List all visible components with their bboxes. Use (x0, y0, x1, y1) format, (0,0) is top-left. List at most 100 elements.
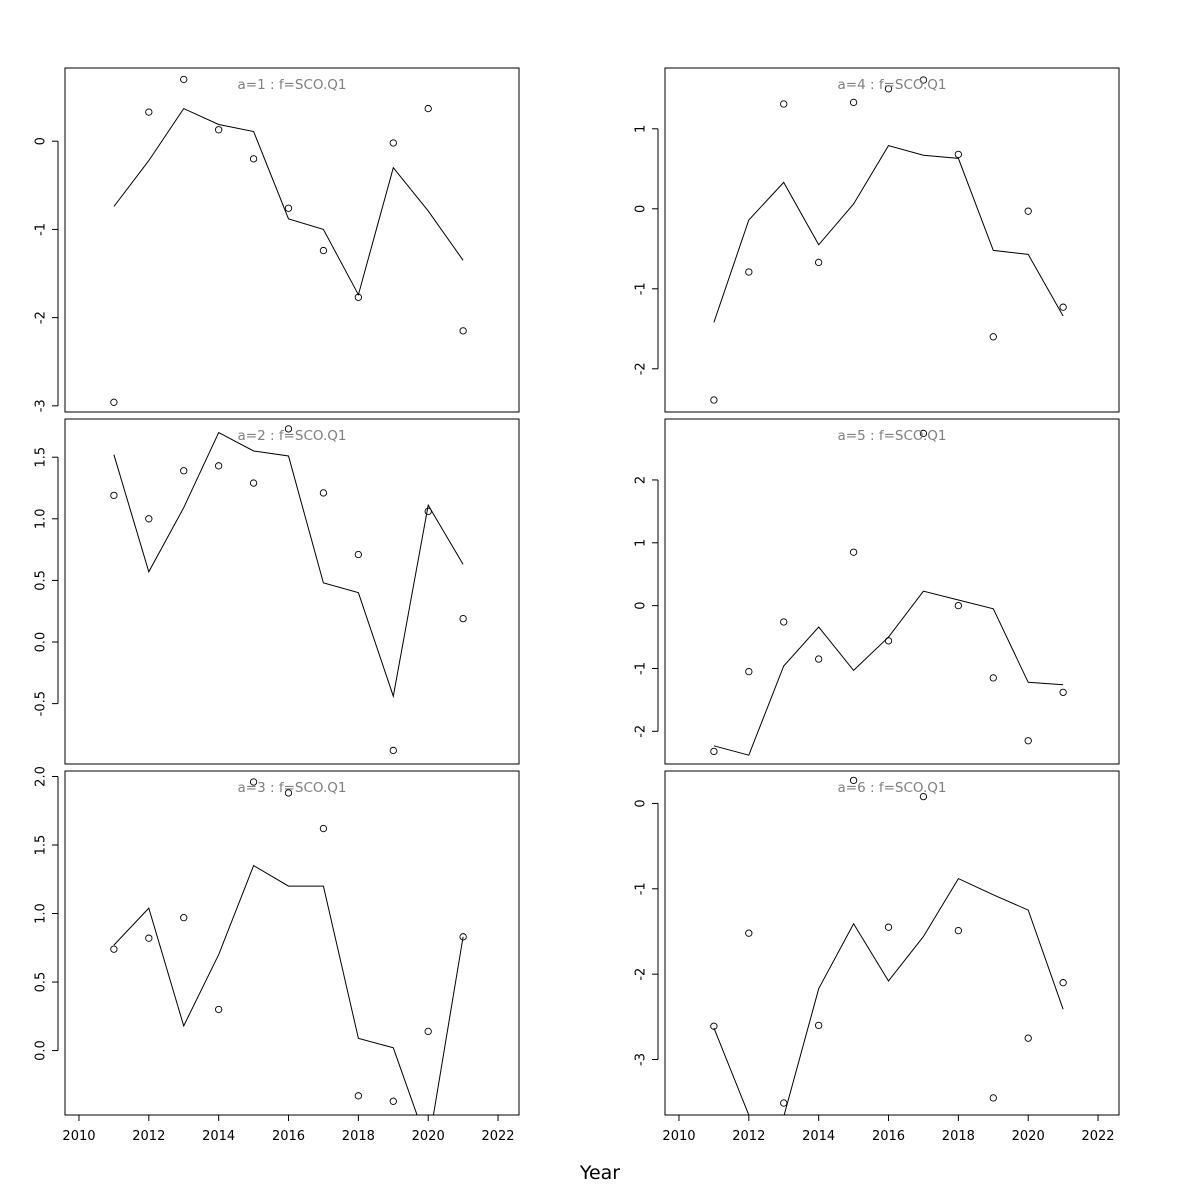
panel-1: -3 -2 -1 0 a=1 : f=SCO.Q1 (34, 67, 520, 413)
y-tick-label: -3 (634, 1053, 649, 1066)
x-tick-label: 2020 (412, 1129, 445, 1144)
y-tick-label: 0.0 (34, 632, 49, 653)
y-tick-label: 0 (634, 601, 649, 609)
observed-point (954, 150, 963, 159)
observed-point (424, 104, 432, 113)
observed-point (319, 824, 328, 833)
x-tick-label: 2016 (272, 1129, 305, 1144)
observed-point (815, 1021, 823, 1030)
observed-point (884, 85, 893, 93)
observed-point (180, 75, 188, 84)
panel-frame (64, 67, 520, 413)
panel-3: -0.5 0.0 0.5 1.0 1.5 a=2 : f=SCO.Q1 (34, 418, 520, 765)
observed-point (1024, 207, 1032, 215)
fitted-line (113, 864, 464, 1115)
y-tick-label: -2 (634, 725, 649, 738)
panel-frame (64, 770, 520, 1116)
observed-point (354, 550, 363, 559)
observed-point (284, 204, 293, 212)
observed-point (745, 268, 753, 276)
observed-point (780, 618, 788, 626)
panel-frame (664, 418, 1120, 765)
y-tick-label: 1 (634, 125, 649, 133)
observed-point (815, 655, 823, 663)
plot-area (110, 75, 467, 406)
y-tick-label: -1 (634, 662, 649, 675)
fitted-line (713, 877, 1064, 1115)
panel-title: a=2 : f=SCO.Q1 (238, 428, 347, 444)
observed-point (389, 1097, 397, 1105)
plot-area (710, 76, 1067, 404)
x-tick-label: 2018 (342, 1129, 375, 1144)
observed-point (319, 246, 328, 255)
observed-point (745, 929, 753, 937)
observed-point (319, 489, 328, 497)
observed-point (389, 746, 397, 755)
observed-point (215, 126, 223, 134)
observed-point (710, 1022, 718, 1030)
y-tick-label: 2 (634, 476, 649, 484)
x-tick-label: 2020 (1012, 1129, 1045, 1144)
observed-point (989, 674, 997, 682)
fitted-line (713, 590, 1064, 756)
y-axis: -3 -2 -1 0 (634, 799, 659, 1066)
y-tick-label: 1.5 (34, 447, 49, 468)
panel-4: -2 -1 0 1 2 a=5 : f=SCO.Q1 (634, 418, 1120, 765)
observed-point (954, 601, 963, 610)
observed-point (459, 933, 467, 941)
x-axis-title: Year (579, 1162, 620, 1184)
observed-point (110, 491, 118, 500)
observed-point (710, 396, 718, 404)
y-tick-label: -2 (634, 968, 649, 981)
observed-point (249, 155, 258, 163)
y-tick-label: 1.0 (34, 903, 49, 924)
observed-point (354, 1092, 363, 1100)
observed-point (389, 139, 397, 147)
y-axis: 0.0 0.5 1.0 1.5 2.0 (34, 766, 59, 1061)
observed-point (1024, 1034, 1032, 1042)
y-tick-label: 0.5 (34, 570, 49, 591)
observed-point (249, 479, 258, 487)
y-tick-label: 0 (34, 137, 49, 145)
y-tick-label: -3 (34, 399, 49, 412)
panel-2: -2 -1 0 1 a=4 : f=SCO.Q1 (634, 67, 1120, 413)
observed-point (989, 1094, 997, 1102)
x-tick-label: 2018 (942, 1129, 975, 1144)
fitted-line (113, 107, 464, 297)
y-tick-label: 1.5 (34, 835, 49, 856)
observed-point (919, 429, 928, 438)
observed-point (989, 333, 997, 341)
observed-point (284, 425, 293, 433)
x-tick-label: 2022 (481, 1129, 514, 1144)
panel-title: a=3 : f=SCO.Q1 (238, 780, 347, 796)
observed-point (849, 776, 858, 785)
observed-point (1024, 737, 1032, 745)
x-tick-label: 2014 (202, 1129, 235, 1144)
panel-title: a=5 : f=SCO.Q1 (838, 428, 947, 444)
observed-point (919, 792, 928, 801)
y-tick-label: -1 (634, 282, 649, 295)
observed-point (110, 945, 118, 953)
observed-point (884, 923, 893, 931)
observed-point (1059, 688, 1067, 697)
observed-point (815, 258, 823, 267)
plot-area (110, 425, 467, 755)
observed-point (780, 1099, 788, 1107)
observed-point (284, 789, 293, 797)
y-tick-label: -1 (34, 223, 49, 236)
observed-point (710, 747, 718, 756)
observed-point (145, 108, 153, 116)
observed-point (780, 100, 788, 108)
y-axis: -2 -1 0 1 (634, 125, 659, 375)
observed-point (1059, 303, 1067, 311)
panel-frame (64, 418, 520, 765)
x-tick-label: 2012 (132, 1129, 165, 1144)
observed-point (180, 913, 188, 922)
y-tick-label: 0.0 (34, 1040, 49, 1061)
observed-point (215, 1005, 223, 1014)
observed-point (954, 926, 963, 935)
observed-point (459, 614, 467, 623)
y-tick-label: 0 (634, 205, 649, 213)
observed-point (215, 462, 223, 470)
